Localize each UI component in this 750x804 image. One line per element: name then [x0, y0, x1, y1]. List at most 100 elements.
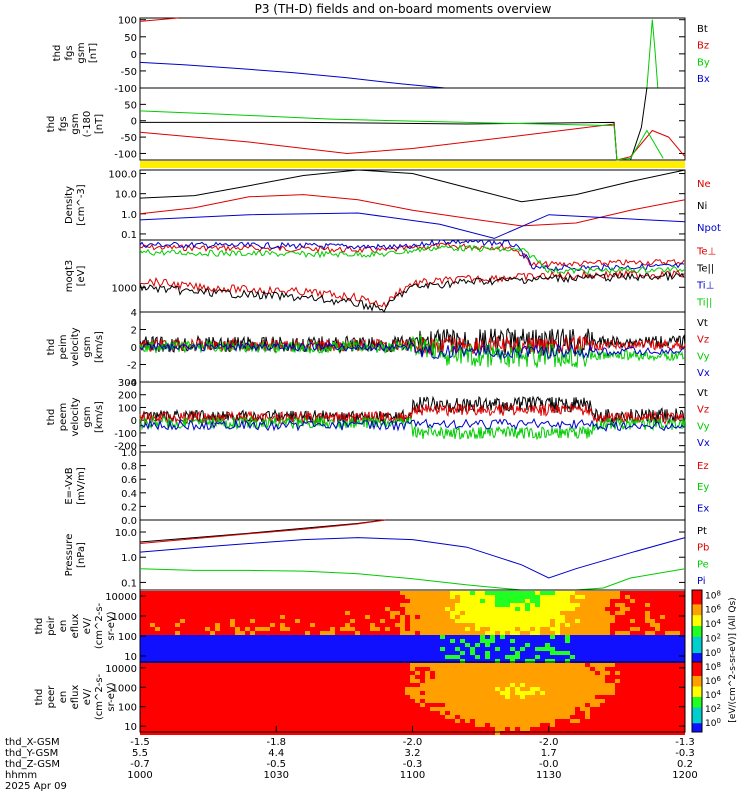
spectrogram-cell: [525, 731, 530, 735]
spectrogram-cell: [630, 623, 635, 627]
spectrogram-cell: [620, 607, 625, 611]
spectrogram-cell: [360, 607, 365, 611]
spectrogram-cell: [520, 595, 525, 599]
ylabel-line-fgs-zoom: fgs: [58, 116, 69, 131]
spectrogram-cell: [345, 619, 350, 623]
spectrogram-cell: [215, 727, 220, 731]
spectrogram-cell: [270, 607, 275, 611]
colorbar-tick-exponent: 0: [716, 647, 720, 655]
spectrogram-cell: [175, 715, 180, 719]
spectrogram-cell: [260, 663, 265, 667]
spectrogram-cell: [670, 651, 675, 655]
spectrogram-cell: [430, 723, 435, 727]
spectrogram-cell: [580, 635, 585, 639]
spectrogram-cell: [380, 631, 385, 635]
spectrogram-cell: [310, 647, 315, 651]
spectrogram-cell: [680, 591, 685, 595]
spectrogram-cell: [400, 727, 405, 731]
spectrogram-cell: [675, 631, 680, 635]
spectrogram-cell: [650, 723, 655, 727]
spectrogram-cell: [620, 655, 625, 659]
spectrogram-cell: [185, 719, 190, 723]
spectrogram-cell: [495, 635, 500, 639]
spectrogram-cell: [440, 671, 445, 675]
spectrogram-cell: [625, 723, 630, 727]
spectrogram-cell: [405, 703, 410, 707]
spectrogram-cell: [645, 611, 650, 615]
spectrogram-cell: [470, 607, 475, 611]
spectrogram-cell: [170, 687, 175, 691]
spectrogram-cell: [215, 683, 220, 687]
spectrogram-cell: [315, 651, 320, 655]
spectrogram-cell: [610, 699, 615, 703]
colorbar-tick-exponent: 2: [716, 703, 720, 711]
spectrogram-cell: [670, 695, 675, 699]
spectrogram-cell: [240, 727, 245, 731]
spectrogram-cell: [495, 719, 500, 723]
spectrogram-cell: [475, 595, 480, 599]
spectrogram-cell: [360, 595, 365, 599]
spectrogram-cell: [610, 707, 615, 711]
spectrogram-cell: [330, 695, 335, 699]
spectrogram-cell: [240, 663, 245, 667]
spectrogram-cell: [175, 675, 180, 679]
spectrogram-cell: [465, 623, 470, 627]
spectrogram-cell: [675, 623, 680, 627]
spectrogram-cell: [630, 639, 635, 643]
spectrogram-cell: [635, 675, 640, 679]
spectrogram-cell: [515, 651, 520, 655]
spectrogram-cell: [240, 643, 245, 647]
spectrogram-cell: [460, 727, 465, 731]
spectrogram-cell: [600, 683, 605, 687]
spectrogram-cell: [605, 683, 610, 687]
spectrogram-cell: [465, 683, 470, 687]
spectrogram-cell: [385, 627, 390, 631]
spectrogram-cell: [220, 591, 225, 595]
spectrogram-cell: [465, 731, 470, 735]
spectrogram-cell: [315, 607, 320, 611]
spectrogram-cell: [155, 675, 160, 679]
spectrogram-cell: [315, 659, 320, 663]
spectrogram-cell: [315, 699, 320, 703]
spectrogram-cell: [240, 675, 245, 679]
spectrogram-cell: [345, 731, 350, 735]
spectrogram-cell: [335, 663, 340, 667]
spectrogram-cell: [630, 683, 635, 687]
spectrogram-cell: [615, 723, 620, 727]
spectrogram-cell: [250, 683, 255, 687]
spectrogram-cell: [660, 603, 665, 607]
spectrogram-cell: [635, 607, 640, 611]
spectrogram-cell: [520, 707, 525, 711]
spectrogram-cell: [365, 727, 370, 731]
spectrogram-cell: [480, 695, 485, 699]
spectrogram-cell: [550, 659, 555, 663]
spectrogram-cell: [460, 663, 465, 667]
spectrogram-cell: [295, 663, 300, 667]
spectrogram-cell: [225, 683, 230, 687]
spectrogram-cell: [455, 671, 460, 675]
spectrogram-cell: [560, 683, 565, 687]
spectrogram-cell: [315, 595, 320, 599]
panel-frame-density: [139, 169, 686, 241]
spectrogram-cell: [155, 647, 160, 651]
spectrogram-cell: [285, 679, 290, 683]
spectrogram-cell: [240, 711, 245, 715]
spectrogram-cell: [175, 651, 180, 655]
spectrogram-cell: [605, 695, 610, 699]
spectrogram-cell: [310, 719, 315, 723]
spectrogram-cell: [185, 723, 190, 727]
spectrogram-cell: [675, 619, 680, 623]
spectrogram-cell: [325, 691, 330, 695]
spectrogram-cell: [345, 643, 350, 647]
spectrogram-cell: [190, 647, 195, 651]
spectrogram-cell: [165, 687, 170, 691]
spectrogram-cell: [405, 707, 410, 711]
spectrogram-cell: [620, 591, 625, 595]
spectrogram-cell: [385, 667, 390, 671]
spectrogram-cell: [625, 675, 630, 679]
spectrogram-cell: [270, 727, 275, 731]
ylabel-line-velocity-esa-e: gsm: [82, 406, 93, 427]
spectrogram-cell: [340, 667, 345, 671]
spectrogram-cell: [335, 711, 340, 715]
